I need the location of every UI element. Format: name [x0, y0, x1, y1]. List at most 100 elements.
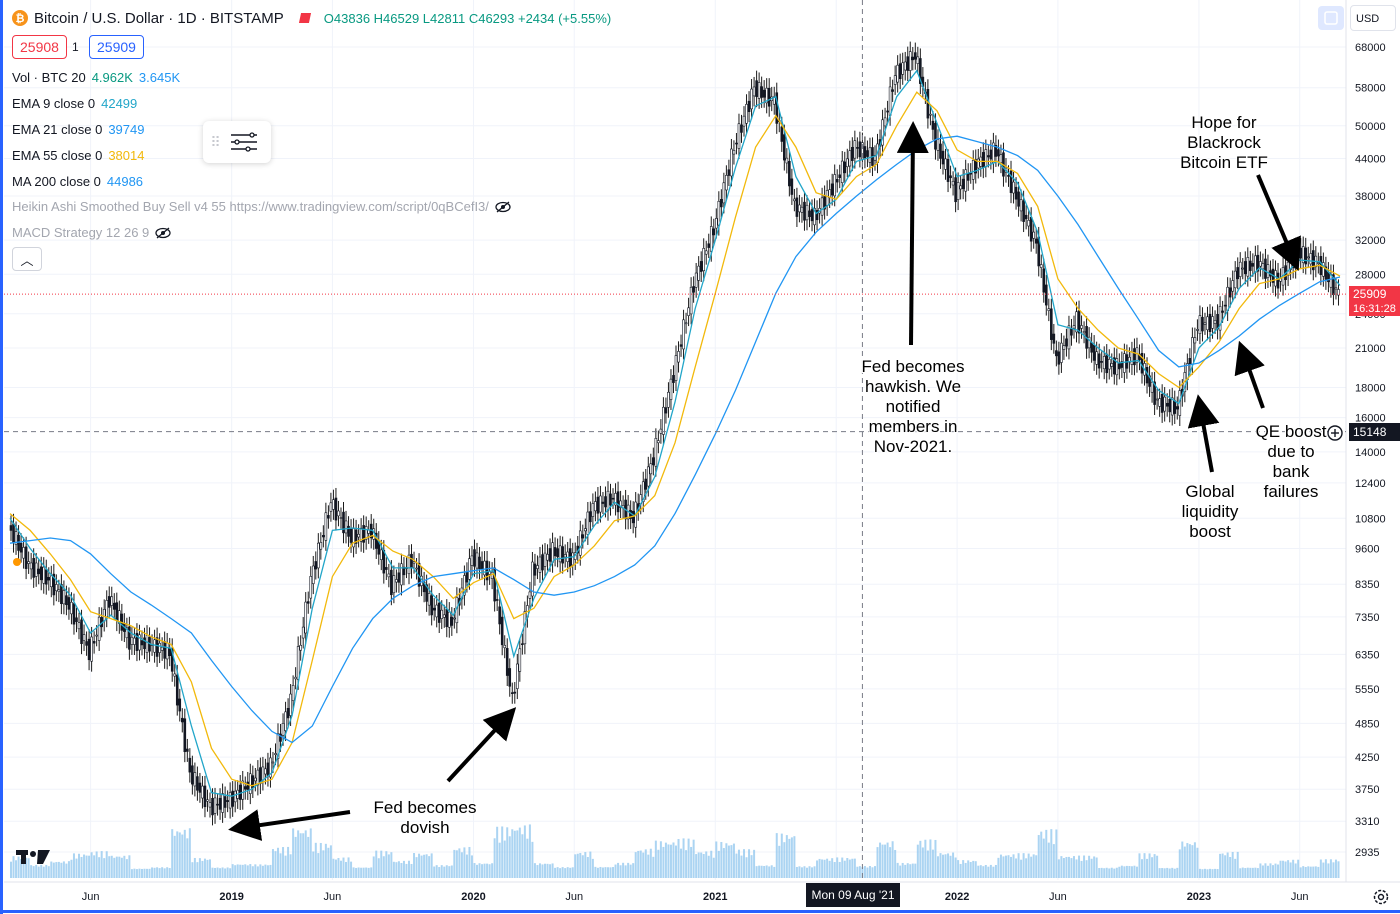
candle-body	[913, 52, 917, 60]
volume-bar	[415, 857, 418, 878]
volume-bar	[1007, 855, 1010, 878]
candle-body	[400, 563, 403, 586]
flag-icon[interactable]	[298, 13, 311, 23]
volume-bar	[405, 863, 408, 878]
volume-bar	[151, 867, 154, 878]
candle-body	[712, 228, 716, 236]
indicator-ma200[interactable]: MA 200 close 0 44986	[12, 174, 143, 189]
volume-bar	[45, 864, 48, 878]
volume-bar	[612, 867, 615, 878]
candle-body	[14, 531, 18, 545]
volume-bar	[959, 863, 962, 878]
volume-bar	[1161, 868, 1164, 878]
volume-bar	[972, 860, 975, 878]
volume-bar	[1198, 868, 1201, 878]
eye-hidden-icon[interactable]	[155, 227, 171, 239]
volume-bar	[528, 824, 531, 878]
volume-bar	[1042, 838, 1045, 878]
candle-body	[745, 103, 748, 124]
candle-body	[140, 640, 144, 646]
collapse-legend-button[interactable]: ︿	[12, 247, 42, 271]
volume-bar	[397, 861, 400, 878]
currency-select[interactable]: USD	[1350, 5, 1396, 31]
candle-body	[208, 802, 212, 808]
add-alert-icon[interactable]	[1326, 424, 1344, 442]
indicator-volume[interactable]: Vol · BTC 20 4.962K 3.645K	[12, 70, 180, 85]
y-tick-label: 32000	[1355, 235, 1386, 247]
candle-body	[339, 517, 343, 519]
candle-body	[193, 772, 197, 787]
gear-icon[interactable]	[1372, 888, 1390, 906]
candle-body	[27, 561, 30, 564]
candle-body	[364, 526, 368, 540]
candle-body	[301, 626, 305, 639]
candle-body	[561, 546, 564, 564]
volume-bar	[604, 867, 607, 878]
bitcoin-icon[interactable]: ₿	[12, 10, 28, 26]
volume-bar	[453, 849, 456, 878]
candle-body	[165, 642, 169, 660]
drag-handle-icon[interactable]: ⠿	[210, 133, 220, 150]
volume-bar	[20, 858, 23, 878]
volume-bar	[952, 852, 955, 878]
buy-button[interactable]: 25909	[89, 35, 144, 59]
volume-bar	[765, 865, 768, 878]
candle-body	[1266, 264, 1270, 278]
volume-bar	[871, 867, 874, 878]
indicator-macd[interactable]: MACD Strategy 12 26 9	[12, 225, 171, 240]
volume-bar	[486, 863, 489, 878]
candle-body	[1115, 358, 1119, 376]
candle-body	[697, 265, 700, 281]
candle-body	[397, 572, 401, 583]
candle-body	[989, 149, 993, 160]
candle-body	[34, 562, 38, 577]
candle-body	[1173, 400, 1177, 414]
volume-bar	[1209, 868, 1212, 878]
indicator-ema21[interactable]: EMA 21 close 0 39749	[12, 122, 144, 137]
candle-body	[898, 63, 902, 80]
volume-bar	[125, 859, 128, 878]
candle-body	[538, 556, 542, 573]
volume-bar	[1078, 855, 1081, 878]
candle-body	[1120, 361, 1124, 368]
volume-bar	[1221, 853, 1224, 878]
candle-body	[385, 567, 388, 570]
settings-sliders-icon[interactable]	[227, 128, 261, 156]
candle-body	[1014, 186, 1018, 200]
indicator-heikin-ashi[interactable]: Heikin Ashi Smoothed Buy Sell v4 55 http…	[12, 199, 511, 214]
volume-bar	[362, 867, 365, 878]
volume-bar	[345, 861, 348, 878]
candle-body	[646, 466, 650, 487]
volume-bar	[12, 856, 15, 878]
volume-bar	[168, 868, 171, 878]
volume-bar	[700, 852, 703, 878]
sell-button[interactable]: 25908	[12, 35, 67, 59]
candle-body	[1243, 261, 1247, 275]
candle-body	[211, 797, 214, 816]
candle-body	[291, 685, 295, 702]
volume-bar	[269, 864, 272, 878]
tradingview-logo-icon[interactable]	[16, 848, 50, 866]
volume-bar	[936, 856, 939, 878]
candle-body	[1213, 320, 1217, 324]
candle-body	[314, 561, 318, 570]
candle-body	[775, 92, 779, 124]
candle-body	[883, 117, 887, 127]
volume-bar	[1100, 867, 1103, 878]
volume-bar	[183, 829, 186, 878]
volume-bar	[997, 857, 1000, 878]
eye-hidden-icon[interactable]	[495, 201, 511, 213]
symbol-title[interactable]: Bitcoin / U.S. Dollar · 1D · BITSTAMP	[34, 9, 284, 27]
fullscreen-button[interactable]	[1318, 6, 1344, 30]
volume-bar	[1110, 867, 1113, 878]
drawing-toolbar[interactable]: ⠿	[203, 121, 271, 163]
indicator-ema55[interactable]: EMA 55 close 0 38014	[12, 148, 144, 163]
indicator-ema9[interactable]: EMA 9 close 0 42499	[12, 96, 137, 111]
volume-bar	[649, 848, 652, 878]
volume-bar	[1047, 842, 1050, 878]
candle-body	[125, 627, 129, 639]
volume-bar	[712, 857, 715, 878]
candle-body	[143, 637, 146, 650]
volume-bar	[589, 851, 592, 878]
